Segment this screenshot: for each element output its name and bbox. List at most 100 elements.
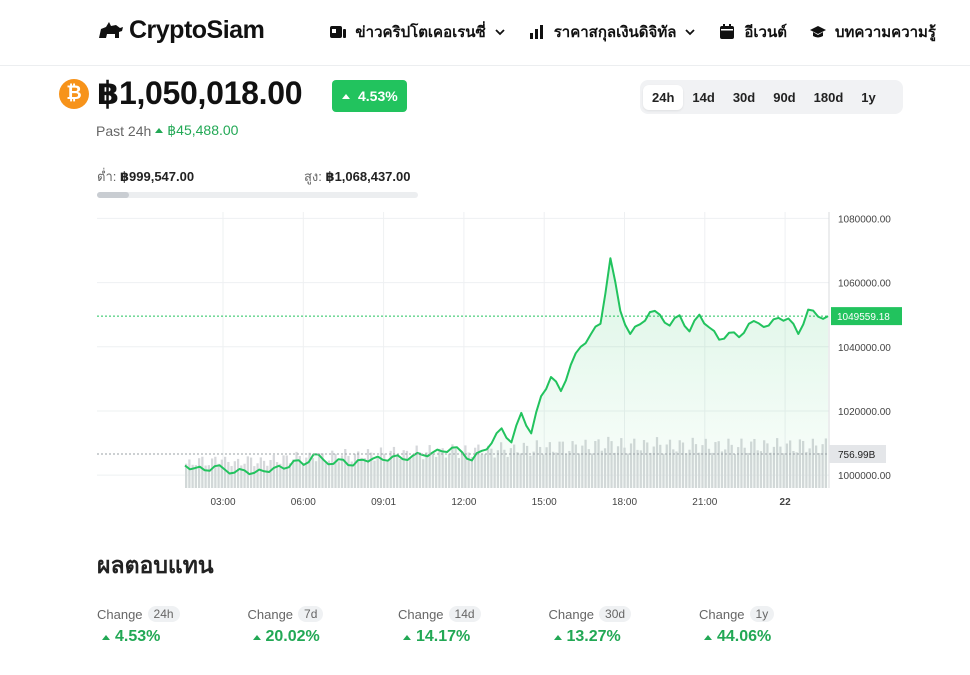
range-tab-30d[interactable]: 30d bbox=[732, 89, 756, 105]
past-change-up: ฿45,488.00 bbox=[155, 122, 238, 139]
x-tick-label: 22 bbox=[780, 497, 792, 508]
range-tab-14d[interactable]: 14d bbox=[692, 89, 715, 105]
return-item-1y: Change 1y 44.06% bbox=[699, 606, 850, 646]
range-tab-24h[interactable]: 24h bbox=[643, 84, 684, 110]
return-label-text: Change bbox=[97, 606, 143, 622]
nav-label-news: ข่าวคริปโตเคอเรนซี่ bbox=[355, 24, 486, 41]
return-value: 14.17% bbox=[398, 628, 549, 646]
price-chart[interactable]: 1080000.00 1060000.00 1040000.00 1020000.00… bbox=[97, 212, 905, 512]
logo-text: CryptoSiam bbox=[129, 16, 265, 44]
volume-tag bbox=[829, 445, 886, 463]
y-tick-label: 1040000.00 bbox=[838, 343, 891, 354]
low-value: ฿999,547.00 bbox=[119, 169, 195, 184]
price-area bbox=[185, 258, 828, 488]
time-range-tabs: 24h 14d 30d 90d 180d 1y bbox=[640, 80, 903, 114]
arrow-up-icon bbox=[704, 634, 712, 640]
price-line bbox=[184, 257, 829, 476]
return-period-badge: 30d bbox=[599, 606, 632, 622]
x-tick-label: 09:01 bbox=[371, 497, 396, 508]
return-label-text: Change bbox=[247, 606, 294, 622]
site-header: CryptoSiam ข่าวคริปโตเคอเรนซี่ ราคาสกุลเ… bbox=[0, 0, 970, 66]
day-range-fill bbox=[97, 192, 130, 198]
return-period-badge: 7d bbox=[298, 606, 324, 622]
range-tab-1y[interactable]: 1y bbox=[861, 89, 876, 105]
chevron-down-icon bbox=[495, 29, 505, 36]
past-change-value: ฿45,488.00 bbox=[167, 122, 239, 138]
y-tick-label: 1060000.00 bbox=[838, 279, 891, 290]
y-tick-label: 1080000.00 bbox=[838, 214, 891, 225]
return-value: 13.27% bbox=[549, 628, 700, 646]
range-tab-90d[interactable]: 90d bbox=[773, 89, 796, 105]
return-value-text: 14.17% bbox=[416, 628, 471, 645]
return-value-text: 20.02% bbox=[265, 628, 320, 645]
nav-item-prices[interactable]: ราคาสกุลเงินดิจิทัล bbox=[528, 20, 697, 44]
return-item-14d: Change 14d 14.17% bbox=[398, 606, 549, 646]
calendar-icon bbox=[720, 24, 735, 39]
range-tab-180d[interactable]: 180d bbox=[813, 89, 844, 105]
last-price-label: 1049559.18 bbox=[837, 312, 890, 323]
nav-item-news[interactable]: ข่าวคริปโตเคอเรนซี่ bbox=[329, 20, 505, 44]
volume-label: 756.99B bbox=[838, 450, 876, 461]
x-tick-label: 21:00 bbox=[692, 497, 717, 508]
arrow-up-icon bbox=[342, 93, 350, 99]
arrow-up-icon bbox=[155, 128, 164, 133]
return-item-30d: Change 30d 13.27% bbox=[549, 606, 700, 646]
arrow-up-icon bbox=[553, 634, 562, 640]
return-item-24h: Change 24h 4.53% bbox=[97, 606, 248, 646]
x-tick-label: 18:00 bbox=[612, 497, 637, 508]
bull-logo-icon bbox=[99, 21, 123, 38]
nav-label-articles: บทความความรู้ bbox=[834, 24, 936, 41]
return-value-text: 44.06% bbox=[717, 628, 772, 645]
x-tick-label: 12:00 bbox=[451, 497, 476, 508]
news-icon bbox=[330, 26, 347, 38]
nav-label-prices: ราคาสกุลเงินดิจิทัล bbox=[553, 24, 677, 41]
return-value-text: 4.53% bbox=[115, 628, 161, 645]
x-tick-label: 15:00 bbox=[532, 497, 557, 508]
price-change-badge: 4.53% bbox=[332, 80, 407, 112]
return-value: 20.02% bbox=[248, 628, 399, 646]
return-value: 44.06% bbox=[699, 628, 850, 646]
bar-chart-icon bbox=[529, 25, 543, 39]
return-period-badge: 1y bbox=[749, 606, 775, 622]
arrow-up-icon bbox=[102, 634, 110, 640]
return-item-7d: Change 7d 20.02% bbox=[248, 606, 399, 646]
return-label: Change 1y bbox=[699, 606, 850, 622]
return-value-text: 13.27% bbox=[566, 628, 621, 645]
bitcoin-icon: ₿ bbox=[59, 79, 89, 109]
nav-item-articles[interactable]: บทความความรู้ bbox=[809, 20, 936, 44]
returns-list: Change 24h 4.53% Change 7d 20.02% Change 14d 14.… bbox=[97, 606, 850, 646]
x-tick-label: 03:00 bbox=[210, 497, 235, 508]
return-period-badge: 14d bbox=[448, 606, 481, 622]
return-label: Change 24h bbox=[97, 606, 248, 622]
return-label: Change 7d bbox=[248, 606, 399, 622]
high-price: สูง: ฿1,068,437.00 bbox=[304, 166, 410, 187]
low-price: ต่ำ: ฿999,547.00 bbox=[97, 166, 194, 187]
past-label: Past 24h bbox=[96, 122, 152, 139]
last-price-tag bbox=[831, 307, 902, 326]
return-period-badge: 24h bbox=[147, 606, 180, 622]
price-change-pct: 4.53% bbox=[358, 88, 398, 104]
nav-label-events: อีเวนต์ bbox=[744, 24, 787, 41]
site-logo[interactable]: CryptoSiam bbox=[97, 16, 265, 45]
return-label: Change 14d bbox=[398, 606, 549, 622]
high-label: สูง: bbox=[304, 169, 322, 184]
return-label: Change 30d bbox=[549, 606, 700, 622]
y-tick-label: 1020000.00 bbox=[838, 407, 891, 418]
return-label-text: Change bbox=[699, 606, 745, 622]
returns-title: ผลตอบแทน bbox=[97, 552, 214, 578]
low-label: ต่ำ: bbox=[97, 169, 117, 184]
high-value: ฿1,068,437.00 bbox=[325, 169, 411, 184]
current-price: ฿1,050,018.00 bbox=[97, 75, 303, 111]
arrow-up-icon bbox=[252, 634, 261, 640]
day-range-bar bbox=[97, 192, 418, 198]
x-tick-label: 06:00 bbox=[291, 497, 316, 508]
main-nav: ข่าวคริปโตเคอเรนซี่ ราคาสกุลเงินดิจิทัล … bbox=[329, 20, 936, 44]
arrow-up-icon bbox=[403, 634, 411, 640]
graduation-cap-icon bbox=[809, 26, 826, 38]
return-label-text: Change bbox=[548, 606, 595, 622]
y-tick-label: 1000000.00 bbox=[838, 471, 891, 482]
return-label-text: Change bbox=[398, 606, 444, 622]
chevron-down-icon bbox=[685, 29, 696, 36]
nav-item-events[interactable]: อีเวนต์ bbox=[718, 20, 787, 44]
past-24h-change: Past 24h ฿45,488.00 bbox=[96, 122, 238, 139]
